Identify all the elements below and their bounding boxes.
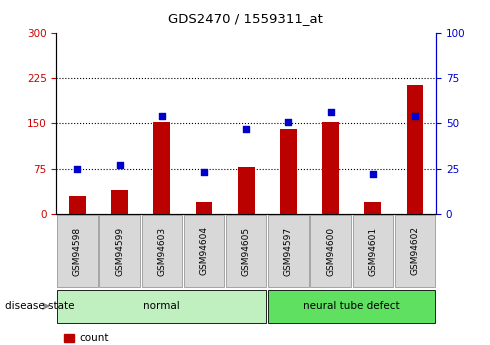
Point — [74, 166, 81, 171]
Bar — [322, 121, 339, 214]
Text: GDS2470 / 1559311_at: GDS2470 / 1559311_at — [168, 12, 322, 25]
Point — [200, 169, 208, 175]
Text: GSM94600: GSM94600 — [326, 226, 335, 276]
FancyBboxPatch shape — [142, 215, 182, 287]
Text: count: count — [79, 333, 109, 343]
Bar — [69, 196, 86, 214]
FancyBboxPatch shape — [395, 215, 435, 287]
Text: GSM94602: GSM94602 — [411, 226, 419, 276]
Bar — [238, 167, 255, 214]
FancyBboxPatch shape — [99, 215, 140, 287]
FancyBboxPatch shape — [353, 215, 393, 287]
Bar — [196, 202, 213, 214]
Text: GSM94599: GSM94599 — [115, 226, 124, 276]
Text: normal: normal — [144, 301, 180, 311]
Text: GSM94603: GSM94603 — [157, 226, 166, 276]
Point — [158, 113, 166, 119]
Bar — [280, 129, 297, 214]
Bar — [365, 202, 381, 214]
Text: disease state: disease state — [5, 301, 74, 311]
Text: neural tube defect: neural tube defect — [303, 301, 400, 311]
Point — [369, 171, 377, 177]
FancyBboxPatch shape — [57, 289, 267, 323]
Text: GSM94598: GSM94598 — [73, 226, 82, 276]
Point — [116, 162, 123, 168]
Bar — [407, 85, 423, 214]
Point — [285, 119, 293, 124]
FancyBboxPatch shape — [184, 215, 224, 287]
Text: GSM94604: GSM94604 — [199, 226, 209, 276]
Text: GSM94597: GSM94597 — [284, 226, 293, 276]
Point — [411, 113, 419, 119]
FancyBboxPatch shape — [268, 215, 309, 287]
Bar — [111, 190, 128, 214]
Point — [242, 126, 250, 131]
FancyBboxPatch shape — [310, 215, 351, 287]
Point — [327, 110, 335, 115]
FancyBboxPatch shape — [57, 215, 98, 287]
FancyBboxPatch shape — [268, 289, 435, 323]
Text: GSM94605: GSM94605 — [242, 226, 251, 276]
FancyBboxPatch shape — [226, 215, 267, 287]
Bar — [153, 122, 171, 214]
Text: GSM94601: GSM94601 — [368, 226, 377, 276]
